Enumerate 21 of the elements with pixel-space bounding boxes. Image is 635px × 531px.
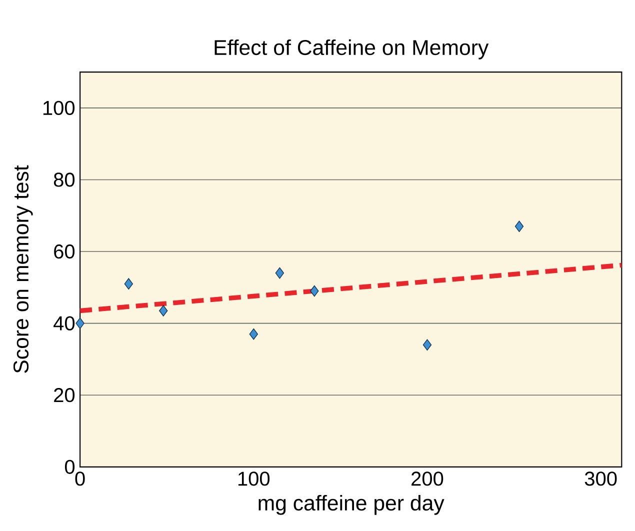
y-tick-label: 100 [43,100,75,116]
y-tick-label: 20 [54,388,75,402]
point [159,305,168,316]
point [76,318,84,330]
point [124,278,133,290]
x-axis-title: mg caffeine per day [258,494,444,515]
point [514,220,524,232]
y-tick-label: 0 [64,460,75,474]
x-tick-label: 200 [412,472,444,486]
x-tick-label: 0 [75,472,85,486]
point [422,339,432,351]
point [249,328,258,340]
y-tick-label: 40 [54,316,75,330]
x-tick-label: 100 [238,472,270,486]
y-axis-title: Score on memory test [13,165,33,373]
point [275,267,284,279]
chart-title: Effect of Caffeine on Memory [214,39,489,60]
x-tick-label: 300 [584,472,617,486]
y-tick-label: 60 [54,244,75,259]
point [310,285,319,297]
y-tick-label: 80 [54,172,75,187]
